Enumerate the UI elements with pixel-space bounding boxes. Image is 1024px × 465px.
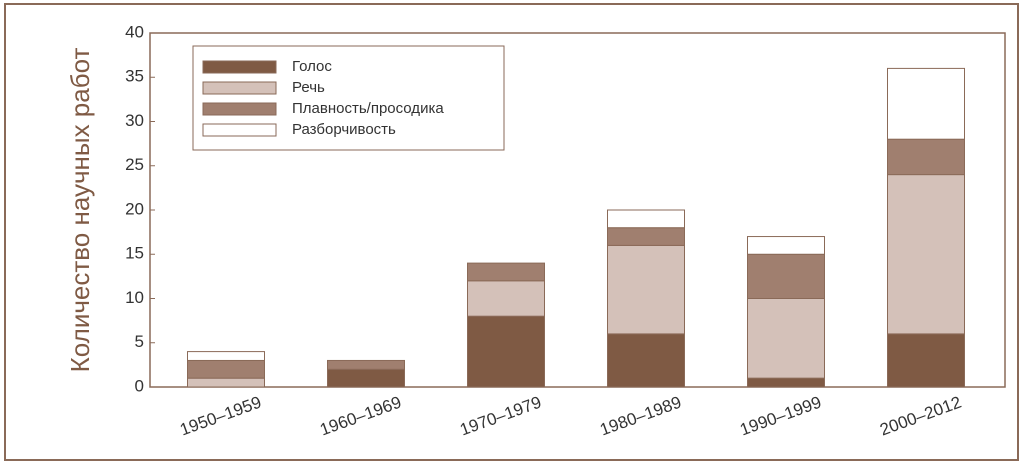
y-tick-label: 0 [135,376,144,395]
legend-label: Плавность/просодика [292,100,444,117]
bar-segment [187,377,265,388]
legend-label: Разборчивость [292,121,396,138]
bar-segment [187,359,265,379]
bar-segment [467,262,545,282]
legend-label: Голос [292,58,332,75]
x-tick-label: 2000–2012 [877,393,963,440]
y-tick-label: 40 [125,22,144,41]
bar-segment [747,298,825,379]
x-tick-label: 1960–1969 [317,393,403,440]
legend-swatch [202,60,277,74]
y-tick-label: 20 [125,199,144,218]
x-tick-label: 1970–1979 [457,393,543,440]
y-axis-title: Количество научных работ [65,48,95,373]
bar-segment [887,67,965,140]
bar-segment [607,209,685,229]
outer-frame [4,3,1019,461]
x-tick-label: 1980–1989 [597,393,683,440]
x-tick-label: 1990–1999 [737,393,823,440]
bar-segment [327,368,405,388]
bar-segment [467,315,545,388]
bar-segment [747,377,825,388]
y-tick-label: 30 [125,111,144,130]
bar-segment [887,333,965,388]
y-tick-label: 25 [125,155,144,174]
legend-swatch [202,81,277,95]
legend-label: Речь [292,79,325,96]
y-tick-label: 10 [125,288,144,307]
bar-segment [187,351,265,361]
bar-segment [887,174,965,335]
y-tick-label: 35 [125,67,144,86]
bar-segment [607,333,685,388]
y-tick-label: 15 [125,244,144,263]
bar-segment [747,253,825,299]
bar-segment [467,280,545,317]
legend-swatch [202,123,277,137]
y-tick-label: 5 [135,332,144,351]
bar-segment [747,236,825,255]
bar-segment [327,359,405,370]
legend-swatch [202,102,277,116]
x-tick-label: 1950–1959 [177,393,263,440]
bar-segment [607,244,685,335]
bar-segment [887,138,965,176]
bar-segment [607,227,685,246]
